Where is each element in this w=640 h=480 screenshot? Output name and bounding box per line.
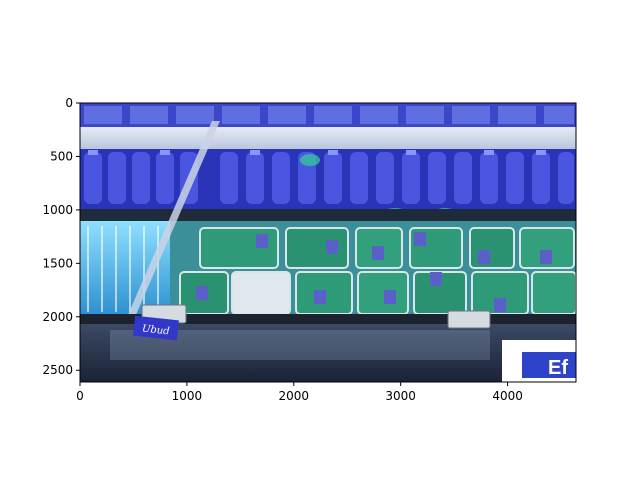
x-axis: 0 1000 2000 3000 4000 [76,382,523,403]
x-tick-label: 4000 [492,389,523,403]
water-bottles [80,221,170,316]
water-bottle-lines [87,226,159,312]
y-tick-label: 500 [50,149,73,163]
x-tick-label: 3000 [385,389,416,403]
x-tick-label: 0 [76,389,84,403]
y-tick-label: 1500 [42,256,73,270]
y-tick-label: 2500 [42,363,73,377]
y-tick-label: 0 [65,96,73,110]
glass-door-edge [104,121,220,370]
blue-tag [133,315,179,341]
bottle-caps [88,150,546,155]
blue-tag-text: Ubud [141,324,170,338]
y-tick-label: 1000 [42,203,73,217]
bottom-rail [80,314,576,324]
x-tick-label: 2000 [279,389,310,403]
top-box-labels [84,106,574,124]
produce-labels [196,232,552,312]
glass-shelf-top [80,127,576,149]
x-tick-label: 1000 [172,389,203,403]
y-axis: 0 500 1000 1500 2000 2500 [42,96,80,377]
axes-frame [79,102,577,383]
store-sign-text: Ef [548,357,568,379]
middle-shelf-rail [80,209,576,221]
y-tick-label: 2000 [42,310,73,324]
store-sign-band [522,352,576,378]
photo: Ubud Ef [80,103,576,382]
price-tag-right [447,310,491,329]
